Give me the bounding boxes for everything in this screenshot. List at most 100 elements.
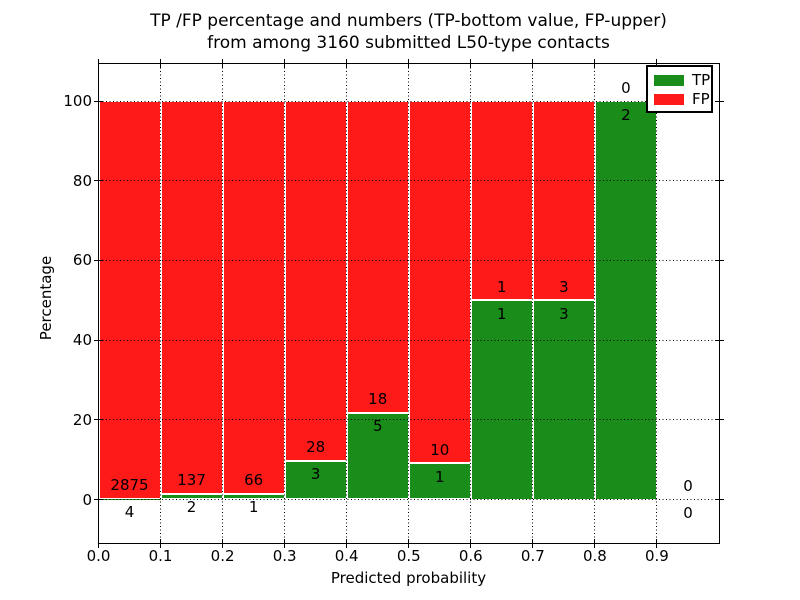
tp-count-label: 4	[124, 503, 135, 522]
fp-count-label: 3	[559, 277, 569, 296]
x-tick-label: 0.1	[148, 547, 173, 565]
v-gridline	[284, 64, 286, 543]
tp-bar-segment	[532, 300, 595, 500]
x-tickmark-top	[98, 59, 99, 68]
x-tick-label: 0.7	[520, 547, 545, 565]
tp-bar-segment	[346, 412, 409, 500]
v-gridline	[408, 64, 410, 543]
legend-item-tp: TP	[648, 71, 711, 90]
y-tick-label: 0	[82, 490, 92, 509]
x-tickmark-top	[408, 59, 410, 68]
y-tick-label: 80	[72, 171, 92, 190]
tp-legend-swatch	[654, 75, 684, 86]
x-tickmark	[346, 538, 348, 548]
x-tick-label: 0.2	[210, 547, 235, 565]
fp-bar-segment	[284, 101, 347, 461]
x-tick-label: 0.3	[272, 547, 297, 565]
tp-count-label: 1	[434, 467, 445, 486]
x-tick-label: 0.9	[645, 547, 669, 565]
x-tickmark-top	[284, 59, 286, 68]
x-tick-label: 0.8	[582, 547, 607, 565]
v-gridline	[470, 64, 472, 543]
y-tickmark-right	[714, 259, 724, 261]
x-axis-label: Predicted probability	[330, 569, 487, 587]
x-tickmark-top	[532, 59, 534, 68]
fp-count-label: 10	[430, 440, 450, 459]
x-tickmark	[222, 538, 224, 548]
legend: TP FP	[646, 65, 713, 113]
fp-bar-segment	[470, 101, 533, 301]
x-tickmark	[470, 538, 472, 548]
x-tickmark	[98, 538, 99, 548]
tp-count-label: 3	[559, 304, 569, 323]
fp-bar-segment	[98, 101, 161, 499]
x-tickmark	[408, 538, 410, 548]
y-tick-label: 100	[63, 92, 92, 110]
y-tick-label: 20	[72, 410, 92, 429]
v-gridline	[160, 64, 162, 543]
y-tickmark-right	[714, 499, 724, 500]
fp-bar-segment	[346, 101, 409, 413]
x-tickmark	[594, 538, 596, 548]
tp-count-label: 3	[310, 465, 321, 484]
x-tickmark	[656, 538, 658, 548]
tp-bar-segment	[470, 300, 533, 500]
v-gridline	[594, 64, 596, 543]
x-tick-label: 0.0	[86, 547, 111, 565]
fp-count-label: 2875	[110, 476, 149, 495]
chart-title: TP /FP percentage and numbers (TP-bottom…	[98, 10, 719, 54]
x-tickmark-top	[656, 59, 658, 68]
x-tickmark-top	[346, 59, 348, 68]
v-gridline	[346, 64, 348, 543]
y-tickmark-right	[714, 339, 724, 341]
v-gridline	[222, 64, 224, 543]
tp-count-label: 2	[186, 498, 197, 517]
fp-bar-segment	[222, 101, 285, 494]
tp-bar-segment	[284, 460, 347, 500]
tp-count-label: 2	[621, 105, 631, 124]
tp-bar-segment	[594, 101, 657, 500]
tp-count-label: 0	[683, 504, 693, 522]
x-tick-label: 0.5	[396, 547, 421, 565]
v-gridline	[532, 64, 534, 543]
x-tickmark-top	[160, 59, 162, 68]
y-tick-label: 40	[72, 331, 92, 350]
legend-item-fp: FP	[648, 90, 711, 109]
y-tickmark	[94, 339, 103, 341]
x-tickmark-top	[222, 59, 224, 68]
fp-bar-segment	[160, 101, 223, 494]
chart-title-line1: TP /FP percentage and numbers (TP-bottom…	[150, 11, 667, 31]
x-tickmark-top	[470, 59, 472, 68]
v-gridline	[656, 64, 658, 543]
fp-count-label: 137	[177, 471, 206, 490]
tp-count-label: 1	[248, 498, 259, 517]
fp-legend-label: FP	[692, 90, 710, 108]
fp-count-label: 0	[683, 477, 693, 495]
tp-count-label: 5	[372, 417, 383, 436]
y-tickmark	[94, 100, 103, 102]
y-tickmark	[94, 180, 103, 182]
fp-count-label: 66	[244, 471, 264, 490]
tp-legend-label: TP	[692, 71, 711, 89]
tp-count-label: 1	[497, 304, 507, 323]
x-tick-label: 0.6	[458, 547, 483, 565]
fp-count-label: 18	[368, 390, 388, 409]
y-tick-label: 60	[72, 251, 92, 270]
y-tickmark	[94, 499, 103, 500]
x-tickmark-top	[594, 59, 596, 68]
x-tickmark	[284, 538, 286, 548]
x-tickmark	[160, 538, 162, 548]
x-tick-label: 0.4	[334, 547, 359, 565]
fp-bar-segment	[532, 101, 595, 301]
y-tickmark-right	[714, 419, 724, 421]
fp-count-label: 1	[497, 277, 507, 296]
y-tickmark	[94, 259, 103, 261]
fp-count-label: 28	[306, 438, 326, 457]
x-tickmark	[532, 538, 534, 548]
y-tickmark-right	[714, 100, 724, 102]
chart-title-line2: from among 3160 submitted L50-type conta…	[207, 33, 610, 53]
fp-bar-segment	[408, 101, 471, 464]
tp-bar-segment	[408, 463, 471, 500]
fp-legend-swatch	[654, 94, 684, 105]
